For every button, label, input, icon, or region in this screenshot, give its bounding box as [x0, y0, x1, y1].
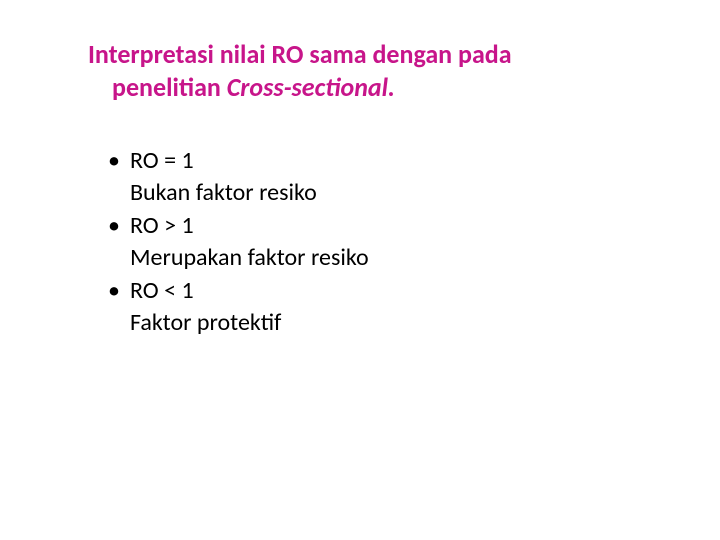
bullet-desc: Merupakan faktor resiko: [108, 242, 660, 274]
bullet-icon: •: [108, 145, 130, 177]
bullet-desc: Faktor protektif: [108, 307, 660, 339]
title-line-2-italic: Cross-sectional.: [227, 71, 395, 103]
bullet-list: • RO = 1 Bukan faktor resiko • RO > 1 Me…: [88, 145, 660, 339]
bullet-label: RO = 1: [130, 145, 194, 177]
bullet-icon: •: [108, 210, 130, 242]
bullet-label: RO < 1: [130, 275, 194, 307]
slide-title: Interpretasi nilai RO sama dengan pada p…: [88, 38, 660, 103]
title-line-1: Interpretasi nilai RO sama dengan pada: [88, 38, 660, 71]
bullet-icon: •: [108, 275, 130, 307]
bullet-label: RO > 1: [130, 210, 194, 242]
list-item: • RO < 1: [108, 275, 660, 307]
title-line-2-plain: penelitian: [112, 71, 227, 103]
list-item: • RO = 1: [108, 145, 660, 177]
list-item: • RO > 1: [108, 210, 660, 242]
slide-container: Interpretasi nilai RO sama dengan pada p…: [0, 0, 720, 339]
bullet-desc: Bukan faktor resiko: [108, 177, 660, 209]
title-line-2: penelitian Cross-sectional.: [88, 71, 660, 104]
